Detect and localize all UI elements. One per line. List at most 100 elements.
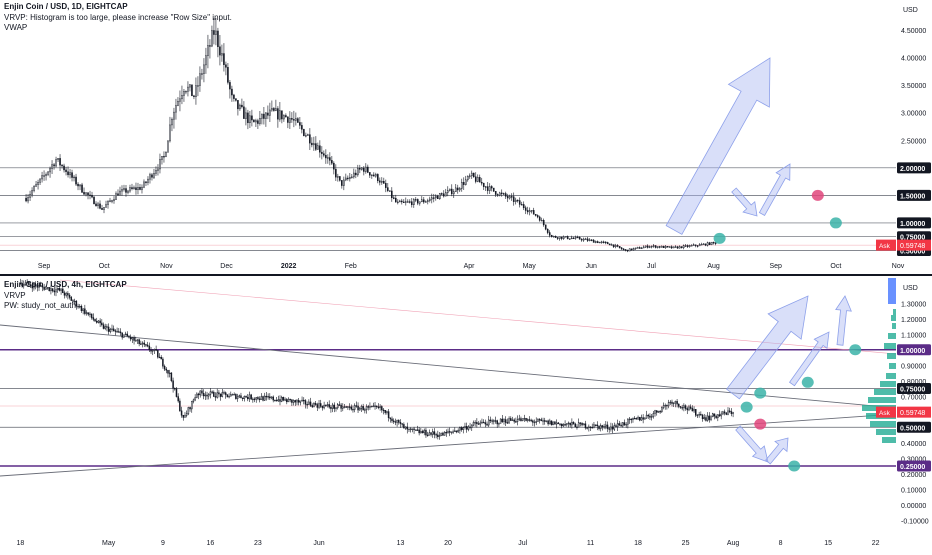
bottom-candle-body xyxy=(182,414,185,418)
bottom-candle-body xyxy=(138,339,140,345)
bottom-candle-body xyxy=(581,422,583,426)
bottom-candle-body xyxy=(611,426,614,430)
bottom-panel-title[interactable]: Enjin Coin / USD, 4h, EIGHTCAP xyxy=(4,280,127,289)
top-candle-body xyxy=(686,245,689,247)
top-candle-body xyxy=(498,192,501,196)
arrow-small-bottom xyxy=(788,331,830,387)
bottom-candle-body xyxy=(362,406,364,411)
projection-marker xyxy=(829,217,842,229)
bottom-candle-body xyxy=(106,326,108,328)
bottom-candle-body xyxy=(727,410,729,415)
bottom-price-label: 1.20000 xyxy=(901,317,926,324)
bottom-candle-body xyxy=(235,394,237,399)
bottom-candle-body xyxy=(576,426,578,428)
bottom-candle-body xyxy=(180,410,183,416)
top-candle-body xyxy=(616,245,619,247)
bottom-candle-body xyxy=(431,431,434,435)
bottom-candle-body xyxy=(465,426,468,430)
bottom-candle-body xyxy=(406,426,409,430)
top-candle-body xyxy=(211,30,213,47)
bottom-candle-body xyxy=(163,365,166,370)
bottom-candle-body xyxy=(84,308,86,314)
top-x-label: Feb xyxy=(345,263,357,270)
bottom-candle-body xyxy=(695,409,697,416)
bottom-candle-body xyxy=(248,394,251,400)
top-candle-body xyxy=(137,187,139,190)
top-candle-body xyxy=(253,119,255,123)
bottom-candle-body xyxy=(389,417,392,420)
bottom-candle-body xyxy=(645,414,648,419)
top-candle-body xyxy=(652,245,655,247)
bottom-candle-body xyxy=(606,424,609,429)
top-candle-body xyxy=(263,113,265,119)
top-candle-body xyxy=(83,192,85,195)
bottom-candle-body xyxy=(679,406,682,408)
bottom-candle-body xyxy=(547,420,549,425)
bottom-candle-body xyxy=(46,287,49,289)
bottom-candle-body xyxy=(674,401,677,404)
top-candle-body xyxy=(97,203,99,207)
top-candle-body xyxy=(43,175,45,177)
top-candle-body xyxy=(608,243,611,246)
top-candle-body xyxy=(135,187,137,190)
top-panel-title[interactable]: Enjin Coin / USD, 1D, EIGHTCAP xyxy=(4,2,128,11)
top-indicator-vrvp[interactable]: VRVP: Histogram is too large, please inc… xyxy=(4,12,232,22)
top-candle-body xyxy=(664,246,667,249)
trendline-lower xyxy=(0,413,897,477)
top-candle-body xyxy=(115,193,117,200)
bottom-x-label: Jun xyxy=(313,540,324,547)
top-candle-body xyxy=(325,154,327,159)
top-candle-body xyxy=(187,86,189,92)
top-candle-body xyxy=(173,111,175,120)
top-candle-body xyxy=(243,106,245,119)
top-candle-body xyxy=(231,88,233,96)
top-candle-body xyxy=(600,241,603,243)
top-candle-body xyxy=(301,125,303,130)
bottom-candle-body xyxy=(605,424,607,427)
bottom-candle-body xyxy=(725,412,728,415)
arrow-big-bottom xyxy=(726,295,809,400)
top-x-label: Jun xyxy=(586,263,597,270)
top-candle-body xyxy=(472,172,475,178)
projection-marker xyxy=(849,344,862,356)
top-candle-body xyxy=(708,242,711,245)
top-candle-body xyxy=(257,120,259,124)
top-candle-body xyxy=(572,237,575,240)
bottom-candle-body xyxy=(530,419,532,422)
bottom-candle-body xyxy=(77,305,79,308)
bottom-candle-body xyxy=(705,417,707,421)
top-candle-body xyxy=(409,201,411,203)
top-level-tag xyxy=(897,217,931,229)
top-level-label: 1.50000 xyxy=(900,193,925,200)
bottom-candle-body xyxy=(523,417,526,420)
bottom-candle-body xyxy=(116,331,118,333)
top-candle-body xyxy=(682,245,685,249)
bottom-indicator-pw[interactable]: PW: study_not_auth xyxy=(4,301,76,310)
top-candle-body xyxy=(698,244,701,247)
bottom-candle-body xyxy=(506,422,509,424)
top-candle-body xyxy=(478,177,481,183)
top-candle-body xyxy=(205,55,207,66)
top-candle-body xyxy=(313,143,315,146)
top-candle-body xyxy=(343,179,345,186)
bottom-candle-body xyxy=(204,394,207,397)
top-candle-body xyxy=(255,120,257,123)
bottom-candle-body xyxy=(243,396,246,399)
bottom-candle-body xyxy=(338,404,341,406)
bottom-candle-body xyxy=(474,422,476,424)
top-candle-body xyxy=(225,64,227,68)
top-candle-body xyxy=(446,190,449,193)
bottom-candle-body xyxy=(382,409,385,412)
top-candle-body xyxy=(259,118,261,124)
bottom-candle-body xyxy=(706,415,709,421)
bottom-indicator-vrvp[interactable]: VRVP xyxy=(4,290,26,300)
bottom-candle-body xyxy=(247,397,249,400)
top-indicator-vwap[interactable]: VWAP xyxy=(4,23,28,32)
bottom-candle-body xyxy=(728,410,731,412)
bottom-candle-body xyxy=(89,313,91,315)
top-candle-body xyxy=(141,186,143,190)
top-candle-body xyxy=(281,110,283,120)
top-candle-body xyxy=(307,134,309,136)
